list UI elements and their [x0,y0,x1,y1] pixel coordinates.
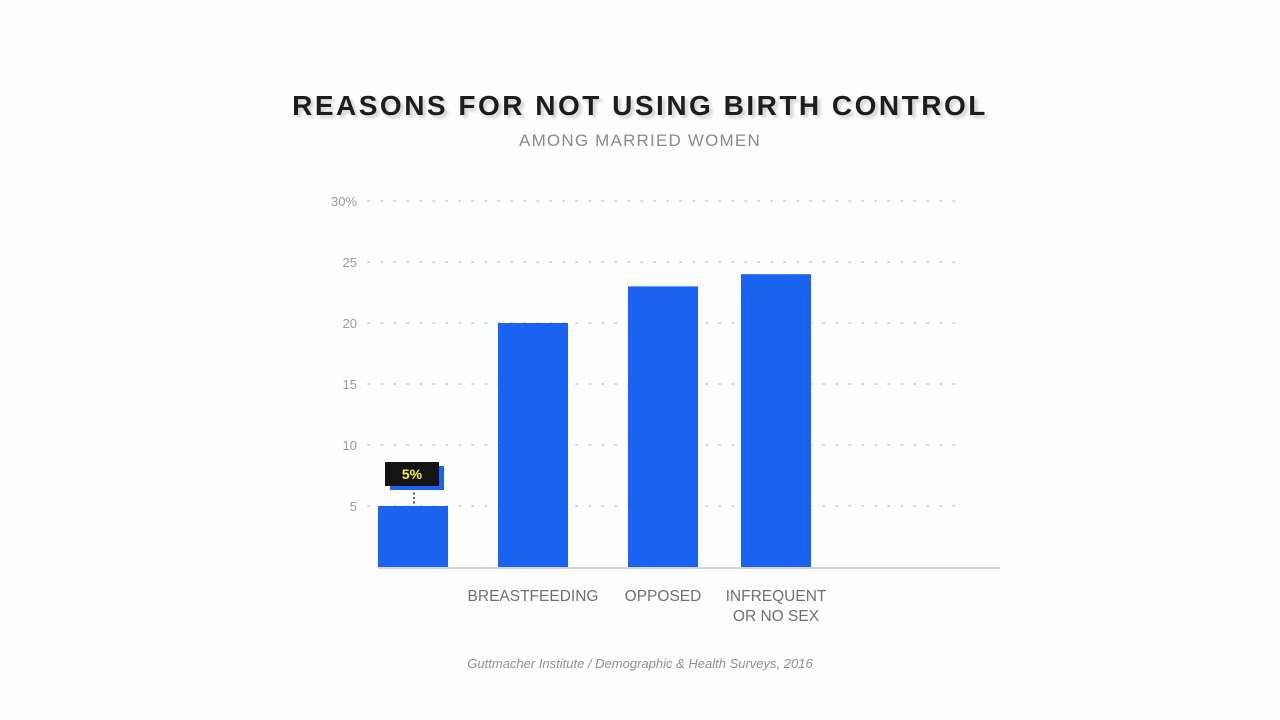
x-category-label: OR NO SEX [733,608,820,625]
bar [378,506,448,567]
y-tick-label: 25 [343,255,357,270]
x-category-label: INFREQUENT [726,588,827,605]
chart-title: REASONS FOR NOT USING BIRTH CONTROL [292,90,988,121]
y-tick-label: 15 [343,377,357,392]
x-category-label: BREASTFEEDING [468,588,599,605]
bar [628,286,698,567]
y-tick-label: 30% [331,194,357,209]
y-tick-label: 20 [343,316,357,331]
bar [498,323,568,567]
chart-subtitle: AMONG MARRIED WOMEN [519,131,761,150]
bar [741,274,811,567]
x-category-label: OPPOSED [625,588,702,605]
annotation-box [385,462,439,486]
y-tick-label: 10 [343,438,357,453]
source-note: Guttmacher Institute / Demographic & Hea… [467,656,813,671]
annotation-label: 5% [402,466,423,482]
y-tick-label: 5 [350,499,357,514]
